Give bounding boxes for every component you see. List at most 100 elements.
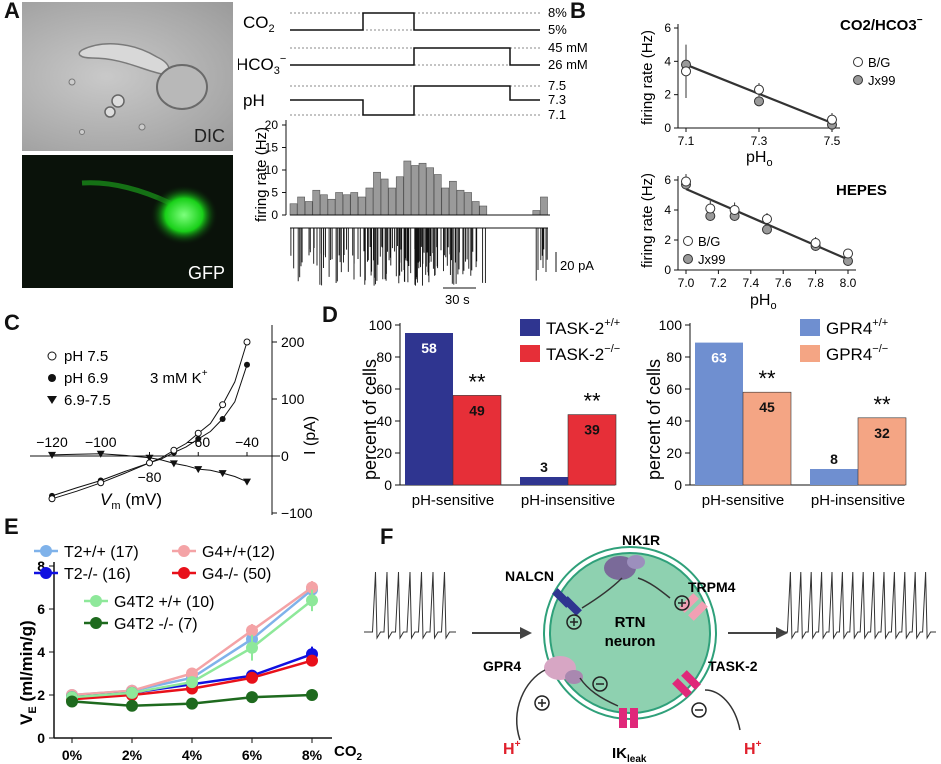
b-bottom-legend-bg-marker bbox=[683, 236, 693, 246]
b-y-tick-label: 0 bbox=[664, 121, 671, 135]
d-bar-ko bbox=[857, 417, 907, 486]
spike-trace-path bbox=[290, 227, 548, 286]
d-count-ko: 45 bbox=[759, 399, 775, 415]
ph-trace bbox=[290, 85, 540, 116]
gpr4-label: GPR4 bbox=[483, 658, 521, 674]
d-count-wt: 8 bbox=[830, 451, 838, 467]
legend-ph69: pH 6.9 bbox=[64, 370, 108, 387]
histogram-bar bbox=[327, 198, 336, 216]
e-series-point bbox=[186, 697, 198, 710]
d-left-legend-ko: TASK-2−/− bbox=[546, 343, 620, 364]
d-y-tick-label: 20 bbox=[666, 445, 682, 461]
b-x-tick-label: 7.8 bbox=[807, 276, 824, 290]
legend-marker-diff bbox=[47, 396, 57, 404]
b-bottom-legend-jx: Jx99 bbox=[698, 252, 725, 267]
spike-train-before bbox=[364, 571, 456, 640]
iv-diff-point bbox=[169, 460, 178, 468]
histogram-bar bbox=[357, 196, 366, 216]
histogram-tick-label: 15 bbox=[265, 141, 279, 155]
histogram-bar bbox=[350, 192, 359, 216]
e-series-point bbox=[126, 699, 138, 712]
trpm4-label: TRPM4 bbox=[688, 579, 736, 595]
d-bar-wt bbox=[405, 333, 453, 485]
b-x-tick-label: 8.0 bbox=[840, 276, 857, 290]
b-point-bg bbox=[843, 248, 853, 259]
d-y-tick-label: 80 bbox=[376, 349, 392, 365]
spike-train-after bbox=[780, 571, 936, 640]
d-left-legend-wt: TASK-2+/+ bbox=[546, 317, 620, 338]
histogram-bar bbox=[411, 165, 419, 216]
histogram-bar bbox=[479, 205, 488, 216]
histogram-tick-label: 20 bbox=[265, 118, 279, 132]
nk1r-label: NK1R bbox=[622, 532, 660, 548]
legend-diff: 6.9-7.5 bbox=[64, 392, 111, 409]
c-x-tick-label: −40 bbox=[235, 434, 259, 450]
ph-level-75: 7.5 bbox=[548, 78, 566, 93]
c-x-tick-label: −100 bbox=[85, 434, 117, 450]
e-xlabel: CO2 bbox=[334, 743, 363, 763]
d-y-tick-label: 20 bbox=[376, 445, 392, 461]
b-bottom-scatter: 6 4 2 0 7.0 7.2 7.4 7.6 7.8 8.0 B/G Jx99 bbox=[664, 173, 856, 290]
histogram-bar bbox=[418, 162, 427, 216]
d-category-label: pH-sensitive bbox=[702, 492, 785, 509]
iv-diff-point bbox=[48, 451, 56, 459]
histogram-bar bbox=[471, 201, 480, 216]
e-x-tick-label: 4% bbox=[182, 747, 203, 763]
d-significance-stars: ** bbox=[873, 392, 891, 417]
b-y-tick-label: 4 bbox=[664, 54, 671, 68]
panel-e-label: E bbox=[4, 514, 19, 539]
d-left-ylabel: percent of cells bbox=[360, 359, 380, 480]
c-y-tick-label: 100 bbox=[281, 391, 305, 407]
histogram-bar bbox=[456, 189, 465, 216]
histogram-tick-label: 0 bbox=[271, 208, 278, 222]
e-legend-marker bbox=[90, 595, 102, 607]
b-point-bg bbox=[827, 114, 837, 125]
histogram-bar bbox=[532, 210, 541, 216]
hco3-high-value: 45 mM bbox=[548, 40, 588, 55]
e-legend-label: G4T2 +/+ (10) bbox=[114, 594, 215, 611]
c-y-tick-label: 0 bbox=[281, 448, 289, 464]
d-y-tick-label: 60 bbox=[376, 381, 392, 397]
iv-ph75-point bbox=[243, 338, 251, 346]
e-series-point bbox=[66, 695, 78, 708]
d-bar-ko bbox=[567, 414, 617, 486]
iv-ph69-point bbox=[244, 361, 250, 368]
d-y-tick-label: 40 bbox=[376, 413, 392, 429]
panel-f-label: F bbox=[380, 524, 394, 549]
proton-label-right: H+ bbox=[744, 739, 762, 758]
e-y-tick-label: 4 bbox=[37, 644, 45, 660]
e-y-tick-label: 6 bbox=[37, 601, 45, 617]
hco3-low-value: 26 mM bbox=[548, 57, 588, 72]
co2-low-value: 5% bbox=[548, 22, 567, 37]
b-bottom-title: HEPES bbox=[836, 182, 887, 199]
e-legend-marker bbox=[40, 545, 52, 557]
gfp-label: GFP bbox=[187, 263, 225, 283]
b-point-jx99 bbox=[762, 224, 772, 235]
arrow-proton-to-task2 bbox=[704, 689, 741, 731]
b-top-legend-jx-marker bbox=[853, 75, 863, 85]
panel-d-label: D bbox=[322, 302, 338, 327]
arrow-gpr4-to-leak bbox=[579, 677, 619, 707]
panel-e-ventilation-plot: VE (ml/min/g) 8 6 4 2 0 0% 2% 4% 6% 8% T2+/+ (17)… bbox=[17, 544, 363, 763]
task2-channel-icon bbox=[672, 670, 701, 698]
d-y-tick-label: 60 bbox=[666, 381, 682, 397]
nalcn-label: NALCN bbox=[505, 568, 554, 584]
iv-diff-point bbox=[218, 470, 227, 478]
e-legend: T2+/+ (17) G4+/+(12) T2-/- (16) G4-/- (50) G… bbox=[34, 544, 275, 633]
d-y-tick-label: 100 bbox=[659, 317, 683, 333]
d-category-label: pH-sensitive bbox=[412, 492, 495, 509]
e-x-tick-label: 0% bbox=[62, 747, 83, 763]
panel-a-traces: CO2 8% 5% HCO3− 45 mM 26 mM pH 7.5 7.3 7… bbox=[238, 5, 594, 307]
d-right-legend-wt: GPR4+/+ bbox=[826, 317, 888, 338]
panel-b-plots: CO2/HCO3− firing rate (Hz) 6 4 2 0 7.1 7.3 7.5… bbox=[639, 15, 923, 310]
b-bottom-legend-jx-marker bbox=[683, 254, 693, 264]
b-bottom-ylabel: firing rate (Hz) bbox=[639, 173, 656, 268]
plus-sign-nalcn bbox=[566, 614, 582, 630]
d-count-wt: 3 bbox=[540, 459, 548, 475]
d-bar-wt bbox=[520, 477, 568, 485]
c-x-tick-label: −120 bbox=[36, 434, 68, 450]
histogram-bar bbox=[433, 174, 442, 216]
e-y-tick-label: 2 bbox=[37, 687, 45, 703]
e-series-point bbox=[246, 671, 258, 684]
